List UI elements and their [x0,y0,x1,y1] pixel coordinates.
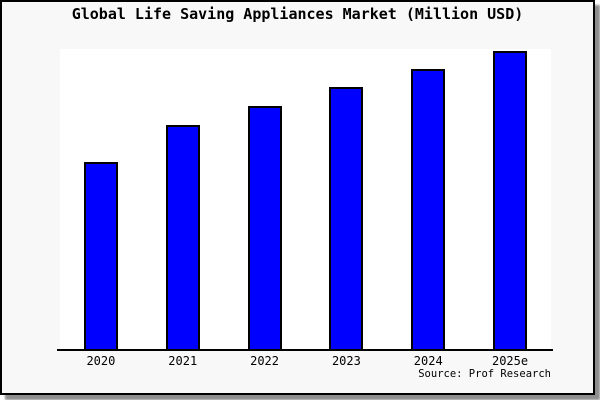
bar-2020 [83,162,118,349]
bar-2022 [247,106,282,349]
x-tick-label-2023: 2023 [331,354,361,368]
x-tick-label-2022: 2022 [250,354,280,368]
x-tick-label-2025e: 2025e [491,354,529,368]
bar-2025e [493,51,528,349]
plot-area [60,49,551,349]
bar-slot-2024 [387,49,469,349]
x-axis-line [57,349,553,351]
bar-slot-2021 [142,49,224,349]
source-credit: Source: Prof Research [418,368,551,380]
bar-slot-2025e [469,49,551,349]
x-tick-label-2024: 2024 [413,354,443,368]
x-tick-label-2020: 2020 [86,354,116,368]
x-axis-tick-labels: 2020 2021 2022 2023 2024 2025e [60,354,551,368]
chart-title: Global Life Saving Appliances Market (Mi… [71,5,524,23]
bar-slot-2022 [224,49,306,349]
chart-frame: Global Life Saving Appliances Market (Mi… [0,0,595,395]
bar-slot-2020 [60,49,142,349]
bar-slot-2023 [305,49,387,349]
bar-2023 [329,87,364,349]
bar-series [60,49,551,349]
bar-2024 [411,69,446,349]
x-tick-label-2021: 2021 [168,354,198,368]
bar-2021 [165,124,200,349]
